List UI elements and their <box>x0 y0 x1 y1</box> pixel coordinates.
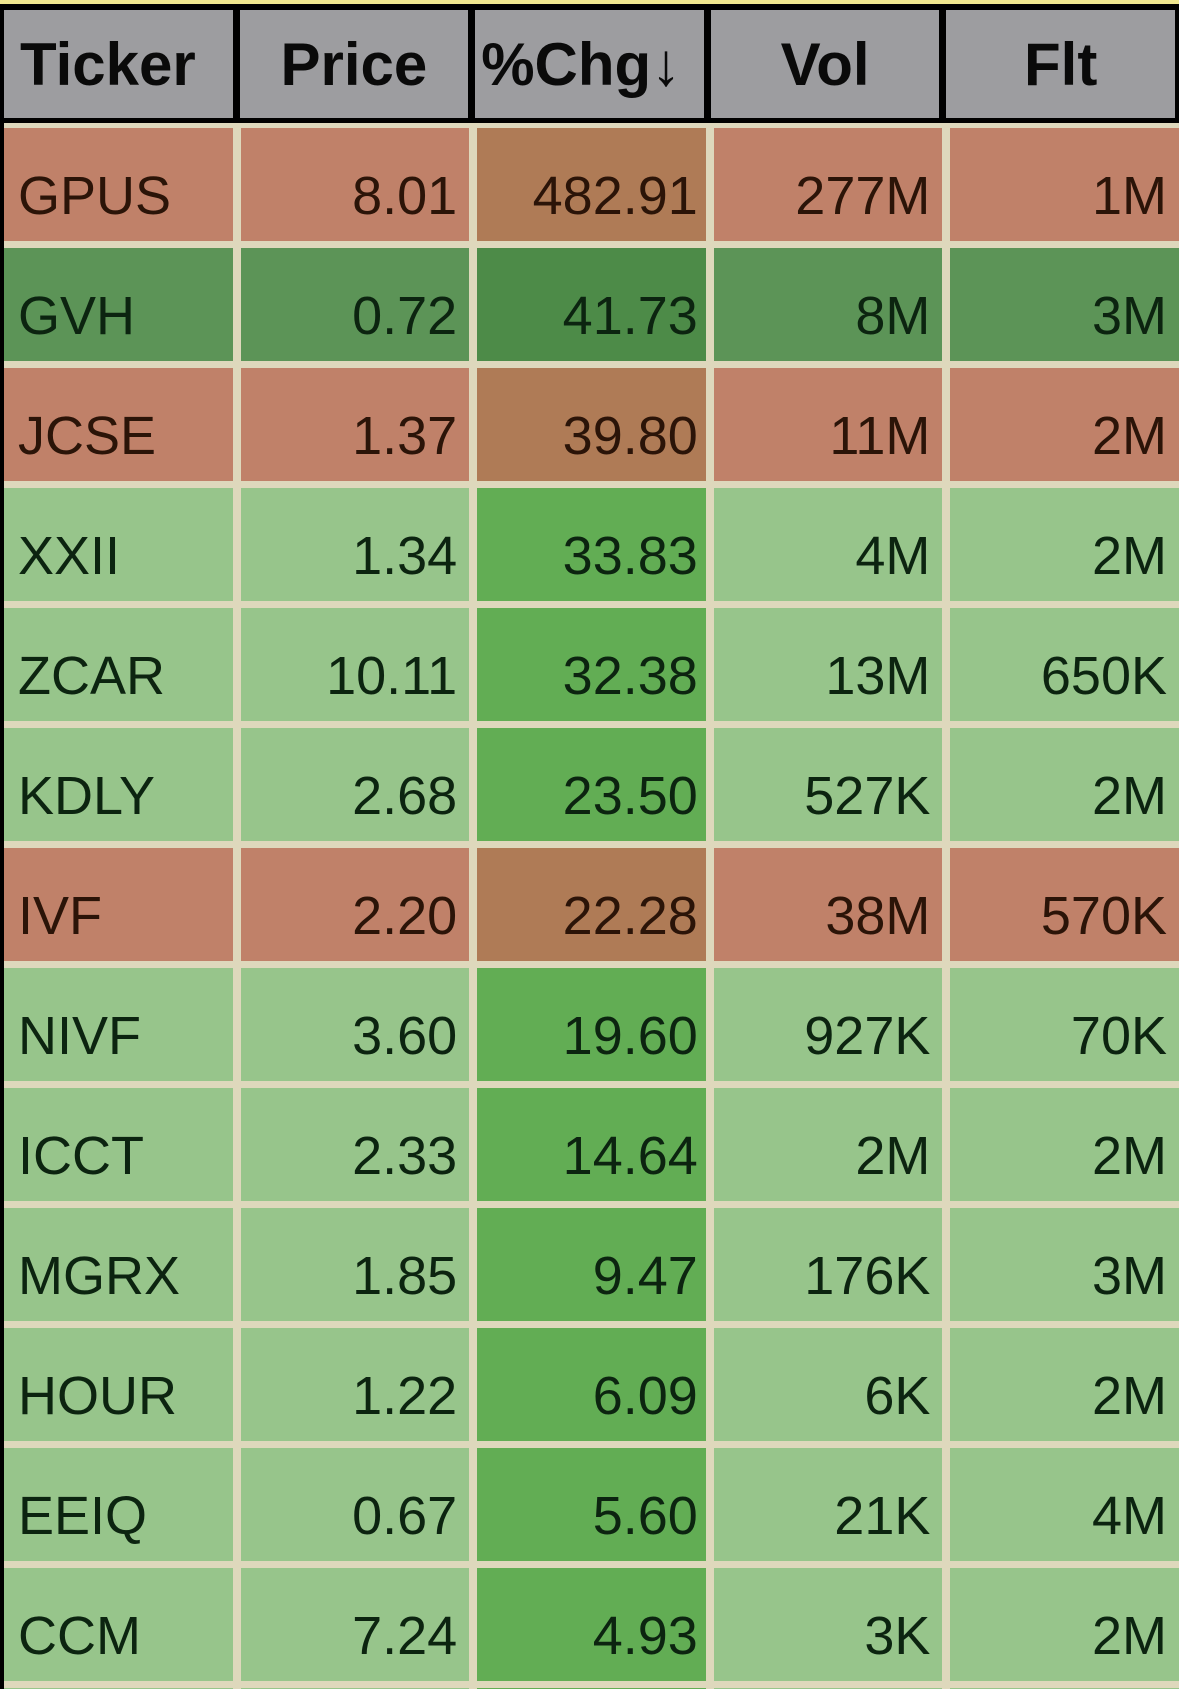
cell-ticker: ICCT <box>4 1088 233 1201</box>
cell-chg: 19.60 <box>477 968 706 1081</box>
cell-vol: 2M <box>713 1088 943 1201</box>
cell-flt: 1M <box>950 128 1179 241</box>
cell-ticker: JCSE <box>4 368 233 481</box>
column-header-price-label: Price <box>280 30 428 98</box>
cell-flt: 3M <box>950 248 1179 361</box>
table-row-mgrx[interactable]: MGRX 1.85 9.47 176K 3M <box>4 1208 1179 1321</box>
table-row-nivf[interactable]: NIVF 3.60 19.60 927K 70K <box>4 968 1179 1081</box>
cell-ticker: GVH <box>4 248 233 361</box>
table-row-eeiq[interactable]: EEIQ 0.67 5.60 21K 4M <box>4 1448 1179 1561</box>
cell-chg: 23.50 <box>477 728 706 841</box>
cell-ticker: NIVF <box>4 968 233 1081</box>
cell-price: 7.24 <box>240 1568 470 1681</box>
cell-vol: 927K <box>713 968 943 1081</box>
top-accent-strip <box>0 0 1179 4</box>
cell-ticker: CCM <box>4 1568 233 1681</box>
cell-vol: 38M <box>713 848 943 961</box>
cell-price: 2.33 <box>240 1088 470 1201</box>
column-header-pct-change[interactable]: %Chg ↓ <box>475 10 704 118</box>
header-bottom-border <box>0 118 1179 123</box>
cell-price: 0.72 <box>240 248 470 361</box>
column-header-ticker[interactable]: Ticker <box>4 10 233 118</box>
column-header-pct-change-label: %Chg <box>481 30 652 98</box>
cell-ticker: HOUR <box>4 1328 233 1441</box>
cell-flt: 650K <box>950 608 1179 721</box>
cell-vol: 176K <box>713 1208 943 1321</box>
cell-ticker: ZCAR <box>4 608 233 721</box>
table-row-ccm[interactable]: CCM 7.24 4.93 3K 2M <box>4 1568 1179 1681</box>
column-header-volume-label: Vol <box>780 30 870 98</box>
table-row-hour[interactable]: HOUR 1.22 6.09 6K 2M <box>4 1328 1179 1441</box>
cell-flt: 2M <box>950 728 1179 841</box>
table-header-row: Ticker Price %Chg ↓ Vol Flt <box>0 10 1179 118</box>
cell-price: 8.01 <box>240 128 470 241</box>
cell-ticker: GPUS <box>4 128 233 241</box>
cell-ticker: EEIQ <box>4 1448 233 1561</box>
cell-ticker: IVF <box>4 848 233 961</box>
cell-vol: 13M <box>713 608 943 721</box>
cell-vol: 277M <box>713 128 943 241</box>
cell-chg: 32.38 <box>477 608 706 721</box>
cell-price: 2.68 <box>240 728 470 841</box>
cell-chg: 33.83 <box>477 488 706 601</box>
cell-flt: 4M <box>950 1448 1179 1561</box>
cell-vol: 527K <box>713 728 943 841</box>
table-row-xxii[interactable]: XXII 1.34 33.83 4M 2M <box>4 488 1179 601</box>
cell-price: 2.20 <box>240 848 470 961</box>
cell-chg: 22.28 <box>477 848 706 961</box>
table-row-icct[interactable]: ICCT 2.33 14.64 2M 2M <box>4 1088 1179 1201</box>
column-header-float[interactable]: Flt <box>946 10 1175 118</box>
table-row-kdly[interactable]: KDLY 2.68 23.50 527K 2M <box>4 728 1179 841</box>
cell-vol: 3K <box>713 1568 943 1681</box>
cell-vol: 4M <box>713 488 943 601</box>
column-header-float-label: Flt <box>1024 30 1098 98</box>
cell-chg: 14.64 <box>477 1088 706 1201</box>
cell-chg: 4.93 <box>477 1568 706 1681</box>
cell-vol: 21K <box>713 1448 943 1561</box>
header-top-border <box>0 4 1179 10</box>
table-row-gpus[interactable]: GPUS 8.01 482.91 277M 1M <box>4 128 1179 241</box>
cell-vol: 6K <box>713 1328 943 1441</box>
cell-chg: 41.73 <box>477 248 706 361</box>
cell-chg: 482.91 <box>477 128 706 241</box>
cell-vol: 8M <box>713 248 943 361</box>
cell-flt: 2M <box>950 368 1179 481</box>
cell-price: 1.37 <box>240 368 470 481</box>
cell-flt: 2M <box>950 488 1179 601</box>
cell-flt: 70K <box>950 968 1179 1081</box>
sort-descending-icon: ↓ <box>651 30 682 98</box>
column-header-price[interactable]: Price <box>239 10 469 118</box>
cell-price: 1.22 <box>240 1328 470 1441</box>
table-row-gvh[interactable]: GVH 0.72 41.73 8M 3M <box>4 248 1179 361</box>
cell-price: 1.34 <box>240 488 470 601</box>
cell-price: 0.67 <box>240 1448 470 1561</box>
cell-chg: 5.60 <box>477 1448 706 1561</box>
cell-flt: 570K <box>950 848 1179 961</box>
cell-chg: 9.47 <box>477 1208 706 1321</box>
column-header-ticker-label: Ticker <box>20 30 196 98</box>
column-header-volume[interactable]: Vol <box>710 10 940 118</box>
cell-flt: 2M <box>950 1568 1179 1681</box>
cell-flt: 2M <box>950 1088 1179 1201</box>
cell-price: 10.11 <box>240 608 470 721</box>
cell-price: 3.60 <box>240 968 470 1081</box>
cell-chg: 6.09 <box>477 1328 706 1441</box>
cell-ticker: KDLY <box>4 728 233 841</box>
cell-flt: 2M <box>950 1328 1179 1441</box>
cell-chg: 39.80 <box>477 368 706 481</box>
cell-flt: 3M <box>950 1208 1179 1321</box>
cell-price: 1.85 <box>240 1208 470 1321</box>
table-row-zcar[interactable]: ZCAR 10.11 32.38 13M 650K <box>4 608 1179 721</box>
cell-vol: 11M <box>713 368 943 481</box>
cell-ticker: MGRX <box>4 1208 233 1321</box>
table-body: GPUS 8.01 482.91 277M 1M GVH 0.72 41.73 8M 3M JCSE… <box>4 123 1179 1689</box>
table-row-jcse[interactable]: JCSE 1.37 39.80 11M 2M <box>4 368 1179 481</box>
cell-ticker: XXII <box>4 488 233 601</box>
table-row-ivf[interactable]: IVF 2.20 22.28 38M 570K <box>4 848 1179 961</box>
